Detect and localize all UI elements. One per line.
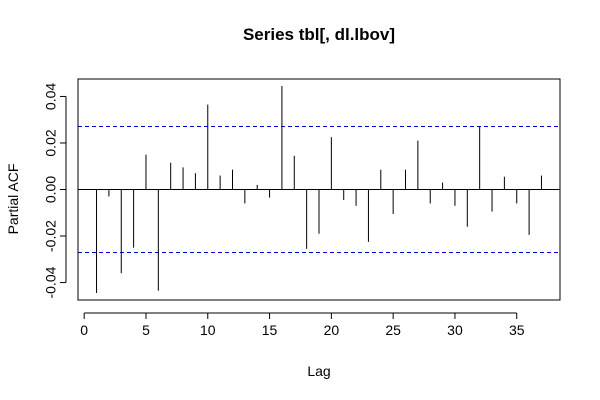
- y-tick-label: -0.04: [43, 266, 59, 298]
- x-tick-label: 30: [447, 322, 463, 338]
- plot-frame-layer: [77, 78, 561, 301]
- y-tick-label: 0.04: [43, 83, 59, 110]
- x-tick-label: 25: [385, 322, 401, 338]
- y-tick-label: 0.00: [43, 176, 59, 203]
- x-axis-label: Lag: [307, 363, 330, 379]
- x-tick-label: 5: [142, 322, 150, 338]
- y-axis-label: Partial ACF: [5, 164, 21, 235]
- plot-frame: [77, 78, 561, 301]
- x-tick-label: 10: [200, 322, 216, 338]
- x-tick-label: 35: [509, 322, 525, 338]
- axes-layer: 0 5 10 15 20 25 30 35 -0.04 -0.02 0.00 0.02 0.04: [43, 83, 560, 338]
- y-tick-label: -0.02: [43, 220, 59, 252]
- pacf-bars: [96, 85, 542, 294]
- x-tick-label: 20: [324, 322, 340, 338]
- chart-title: Series tbl[, dl.lbov]: [243, 25, 395, 44]
- x-tick-label: 0: [80, 322, 88, 338]
- x-tick-label: 15: [262, 322, 278, 338]
- y-tick-label: 0.02: [43, 129, 59, 156]
